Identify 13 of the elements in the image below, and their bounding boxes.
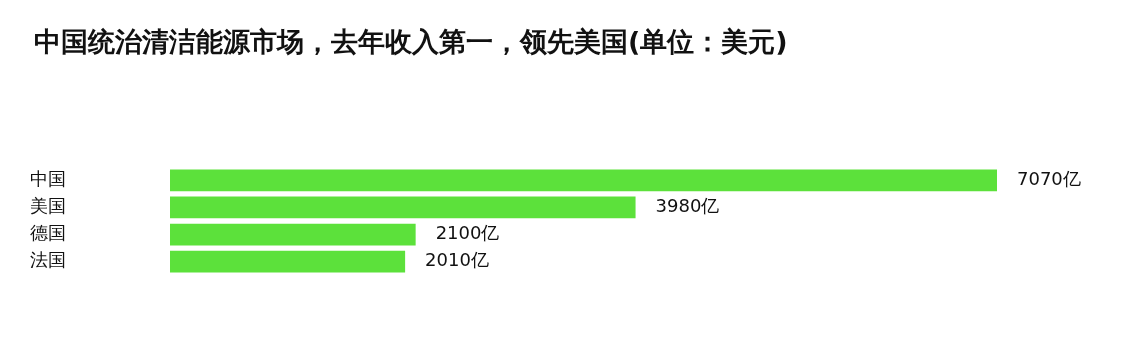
y-tick-label: 美国 bbox=[30, 195, 66, 217]
data-label: 7070亿 bbox=[1017, 168, 1081, 190]
bar bbox=[170, 223, 416, 246]
data-label: 3980亿 bbox=[655, 195, 720, 217]
bar bbox=[170, 169, 997, 192]
y-tick-label: 法国 bbox=[30, 249, 66, 271]
chart-title: 中国统治清洁能源市场，去年收入第一，领先美国(单位：美元) bbox=[34, 25, 788, 59]
bar bbox=[170, 250, 406, 273]
data-label: 2100亿 bbox=[435, 222, 500, 244]
y-tick-label: 中国 bbox=[30, 168, 66, 190]
y-tick-label: 德国 bbox=[30, 222, 66, 244]
data-label: 2010亿 bbox=[425, 249, 489, 271]
bar bbox=[170, 196, 636, 219]
